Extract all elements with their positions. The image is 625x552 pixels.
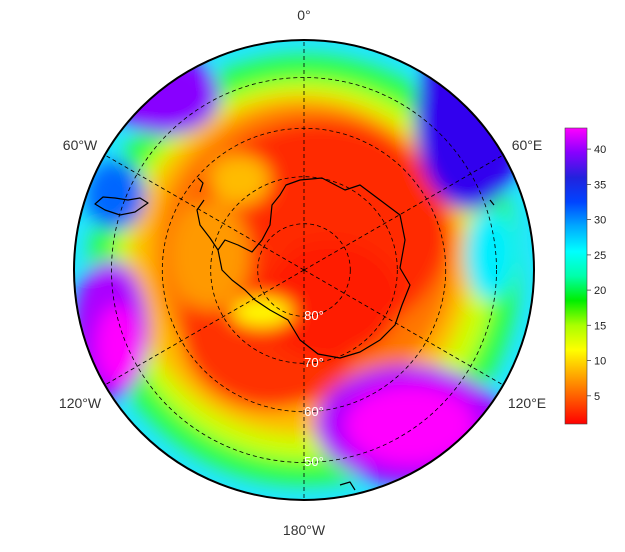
colorbar-tick-label: 35	[594, 179, 606, 191]
longitude-labels: 0° 60°W 60°E 120°W 120°E 180°W	[59, 7, 546, 538]
latitude-circle-80	[257, 223, 351, 317]
lat-label-70: 70°	[304, 355, 324, 370]
meridian-120	[303, 269, 504, 386]
colorbar-tick-label: 5	[594, 391, 600, 403]
lat-label-50: 50°	[304, 454, 324, 469]
colorbar-ticks: 5 10 15 20 25 30 35 40	[587, 144, 606, 403]
colorbar-tick-label: 40	[594, 144, 606, 156]
meridian-300	[104, 154, 305, 271]
colorbar-tick-label: 15	[594, 320, 606, 332]
lon-label-120w: 120°W	[59, 395, 102, 411]
colorbar-tick-label: 30	[594, 215, 606, 227]
latitude-labels: 80° 70° 60° 50°	[304, 308, 324, 469]
colorbar-gradient	[564, 127, 588, 425]
data-field	[74, 40, 534, 500]
lon-label-0: 0°	[297, 7, 310, 23]
lon-label-120e: 120°E	[508, 395, 546, 411]
meridian-240	[104, 269, 305, 386]
latitude-circle-70	[210, 176, 398, 364]
lat-label-60: 60°	[304, 404, 324, 419]
lon-label-180w: 180°W	[283, 522, 326, 538]
colorbar-tick-label: 10	[594, 356, 606, 368]
map-outline	[73, 39, 535, 501]
meridian-60	[303, 154, 504, 271]
lon-label-60w: 60°W	[63, 137, 98, 153]
graticule	[104, 40, 504, 500]
lat-label-80: 80°	[304, 308, 324, 323]
coastline	[94, 177, 495, 491]
colorbar-tick-label: 20	[594, 285, 606, 297]
lon-label-60e: 60°E	[512, 137, 543, 153]
colorbar-tick-label: 25	[594, 250, 606, 262]
colorbar: 5 10 15 20 25 30 35 40	[564, 127, 606, 425]
